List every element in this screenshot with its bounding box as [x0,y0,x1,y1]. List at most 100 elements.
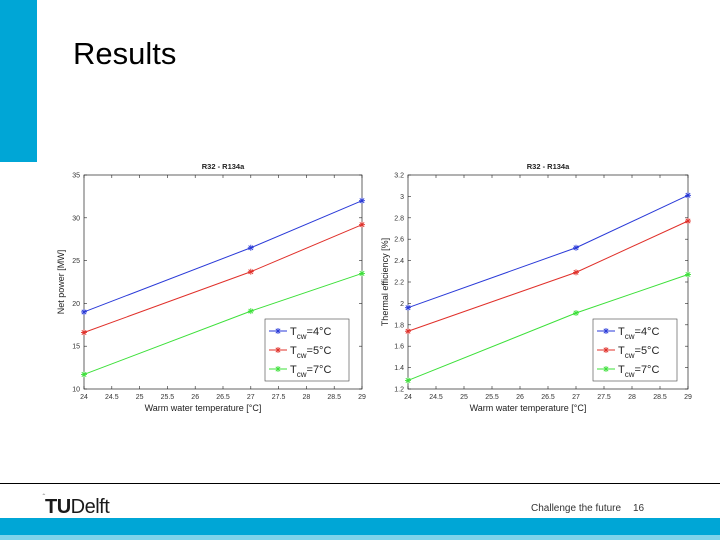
thermal-efficiency-chart: R32 - R134a 24 24.5 25 25.5 26 26.5 27 27.5 28 28.… [378,157,700,419]
chart-title: R32 - R134a [527,162,570,171]
footer-strip-light [0,535,720,540]
legend-label-sub: cw [297,370,307,379]
y-tick-label: 2.6 [394,237,404,244]
data-point [359,221,365,228]
legend-label: Tcw=7°C [618,364,659,379]
x-tick-label: 25.5 [485,394,499,401]
footer-strip [0,518,720,540]
data-point [685,192,691,199]
data-point [247,308,254,315]
data-point [247,244,254,251]
x-tick-label: 28 [303,394,311,401]
x-tick-label: 24.5 [429,394,443,401]
x-axis-label: Warm water temperature [°C] [470,403,587,413]
legend-marker [603,328,609,334]
legend-marker [603,366,609,372]
y-tick-label: 2.8 [394,215,404,222]
header-accent-bar [0,0,37,162]
x-tick-label: 28.5 [327,394,341,401]
legend-label-rest: =5°C [307,345,332,357]
data-point [247,268,254,275]
y-tick-label: 2.4 [394,258,404,265]
y-tick-label: 2.2 [394,280,404,287]
chart-title: R32 - R134a [202,162,245,171]
y-tick-label: 3.2 [394,173,404,180]
y-tick-label: 15 [72,344,80,351]
slide-title: Results [73,36,177,71]
data-point [573,244,579,251]
legend-label-rest: =7°C [307,364,332,376]
y-axis-label: Thermal efficiency [%] [380,238,390,326]
data-point [359,197,365,204]
x-tick-label: 26 [191,394,199,401]
legend-label-rest: =7°C [635,364,660,376]
legend-marker [275,328,281,334]
x-tick-label: 24 [80,394,88,401]
legend-label: Tcw=4°C [290,326,331,341]
legend-label-base: T [618,364,625,376]
legend-label-base: T [618,326,625,338]
footer-divider [0,483,720,484]
x-tick-label: 27.5 [597,394,611,401]
legend-label-rest: =4°C [307,326,332,338]
legend-label-sub: cw [625,370,635,379]
legend-label: Tcw=5°C [290,345,331,360]
legend-label: Tcw=5°C [618,345,659,360]
logo-delft: Delft [70,496,110,518]
data-point [685,271,691,278]
data-point [405,304,411,311]
y-tick-label: 1.2 [394,387,404,394]
x-tick-label: 24.5 [105,394,119,401]
legend-label-rest: =4°C [635,326,660,338]
footer-slogan: Challenge the future [531,503,622,514]
logo-tu: TU [45,496,71,518]
x-tick-label: 25 [136,394,144,401]
x-axis-label: Warm water temperature [°C] [145,403,262,413]
legend-marker [603,347,609,353]
legend-label-sub: cw [297,351,307,360]
y-tick-label: 35 [72,173,80,180]
net-power-chart: R32 - R134a 24 24.5 25 25.5 26 26.5 27 27.5 28 28.… [54,157,372,419]
data-point [359,270,365,277]
tu-delft-flame-icon [42,493,46,495]
x-tick-label: 29 [684,394,692,401]
legend-label-sub: cw [297,332,307,341]
data-point [573,269,579,276]
y-tick-label: 1.6 [394,344,404,351]
data-point [573,310,579,317]
x-tick-label: 28 [628,394,636,401]
data-point [81,308,87,315]
x-tick-label: 27 [572,394,580,401]
legend-label-rest: =5°C [635,345,660,357]
legend-label: Tcw=4°C [618,326,659,341]
legend-label-base: T [290,345,297,357]
chart-svg: R32 - R134a 24 24.5 25 25.5 26 26.5 27 27.5 28 28.… [380,162,692,413]
x-tick-label: 28.5 [653,394,667,401]
x-tick-label: 29 [358,394,366,401]
x-tick-label: 24 [404,394,412,401]
chart-svg: R32 - R134a 24 24.5 25 25.5 26 26.5 27 27.5 28 28.… [56,162,366,413]
y-tick-label: 2 [400,301,404,308]
y-tick-label: 25 [72,258,80,265]
y-tick-label: 1.8 [394,322,404,329]
legend-label-sub: cw [625,332,635,341]
x-tick-label: 26 [516,394,524,401]
page-number: 16 [633,503,645,514]
y-tick-label: 20 [72,301,80,308]
legend-label: Tcw=7°C [290,364,331,379]
legend-marker [275,347,281,353]
x-tick-label: 27 [247,394,255,401]
x-tick-label: 27.5 [272,394,286,401]
tu-delft-logo: TUDelft [45,496,110,519]
data-point [405,377,411,384]
y-tick-label: 1.4 [394,365,404,372]
y-tick-label: 10 [72,387,80,394]
x-tick-label: 25.5 [161,394,175,401]
data-point [405,328,411,335]
y-tick-label: 3 [400,194,404,201]
legend-marker [275,366,281,372]
legend-label-base: T [290,364,297,376]
x-tick-label: 26.5 [541,394,555,401]
legend-label-base: T [290,326,297,338]
data-point [81,371,87,378]
